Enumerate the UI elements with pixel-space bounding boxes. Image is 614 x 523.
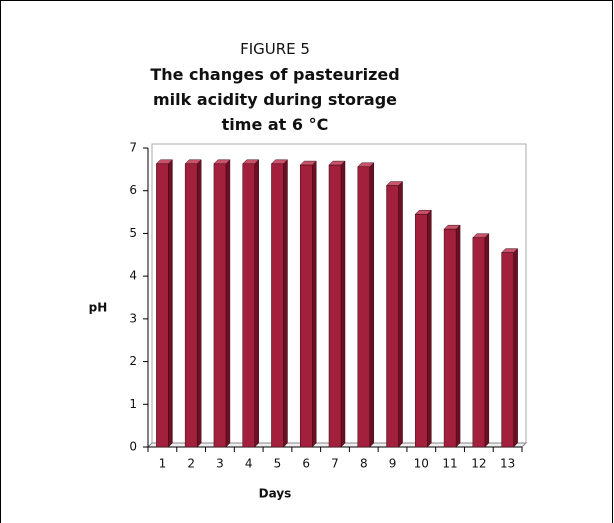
bar-side xyxy=(311,160,317,448)
y-tick-label: 7 xyxy=(129,141,137,155)
bar xyxy=(270,159,289,448)
y-tick-label: 3 xyxy=(129,311,137,325)
bar-side xyxy=(196,159,202,448)
bar-front xyxy=(328,164,342,448)
bar-side xyxy=(455,224,461,448)
bar-side xyxy=(225,159,231,448)
x-tick-label: 8 xyxy=(360,457,368,471)
bar-side xyxy=(369,162,375,448)
chart-subtitle: The changes of pasteurized milk acidity … xyxy=(150,65,400,134)
bar xyxy=(299,160,317,448)
bar xyxy=(328,160,346,448)
x-tick-label: 10 xyxy=(414,457,429,471)
y-tick-label: 5 xyxy=(129,226,137,240)
x-tick-label: 13 xyxy=(500,457,515,471)
y-tick-label: 2 xyxy=(129,354,137,368)
x-tick-label: 11 xyxy=(442,457,457,471)
bar-front xyxy=(184,163,198,448)
bar-front xyxy=(357,166,371,448)
x-tick-label: 6 xyxy=(302,457,310,471)
bar xyxy=(242,159,260,448)
x-axis-label: Days xyxy=(259,487,292,501)
bar xyxy=(414,209,432,448)
bar-front xyxy=(386,185,399,448)
bar xyxy=(184,159,202,448)
bar-side xyxy=(283,159,288,448)
bar xyxy=(385,180,404,448)
x-tick-label: 4 xyxy=(245,457,253,471)
bar-side xyxy=(254,159,259,448)
y-tick-label: 6 xyxy=(129,183,137,197)
bar xyxy=(472,233,490,448)
bar xyxy=(155,159,173,448)
bar-side xyxy=(398,180,403,448)
y-tick-label: 1 xyxy=(129,397,137,411)
bar-side xyxy=(484,233,490,448)
bar-front xyxy=(242,163,255,448)
x-tick-label: 2 xyxy=(187,457,195,471)
y-axis-label: pH xyxy=(89,301,108,315)
bar-side xyxy=(340,160,346,448)
bar xyxy=(501,248,519,448)
bar-front xyxy=(472,237,486,448)
bar-front xyxy=(271,163,284,448)
bar xyxy=(213,159,231,448)
bar-front xyxy=(501,252,514,448)
x-tick-label: 9 xyxy=(389,457,397,471)
x-tick-label: 3 xyxy=(216,457,224,471)
bar-front xyxy=(415,213,428,448)
x-tick-label: 7 xyxy=(331,457,339,471)
chart-title: FIGURE 5 xyxy=(240,40,310,58)
bar-front xyxy=(443,228,457,448)
x-tick-label: 1 xyxy=(159,457,167,471)
x-tick-label: 12 xyxy=(471,457,486,471)
bar xyxy=(443,224,461,448)
bar-front xyxy=(299,164,313,448)
bar-side xyxy=(168,159,173,448)
y-tick-label: 0 xyxy=(129,440,137,454)
y-tick-label: 4 xyxy=(129,269,137,283)
bar-front xyxy=(213,163,227,448)
bar-front xyxy=(156,163,169,448)
bar-side xyxy=(427,209,432,448)
x-tick-label: 5 xyxy=(274,457,282,471)
bar-side xyxy=(513,248,518,448)
bar xyxy=(357,162,375,448)
